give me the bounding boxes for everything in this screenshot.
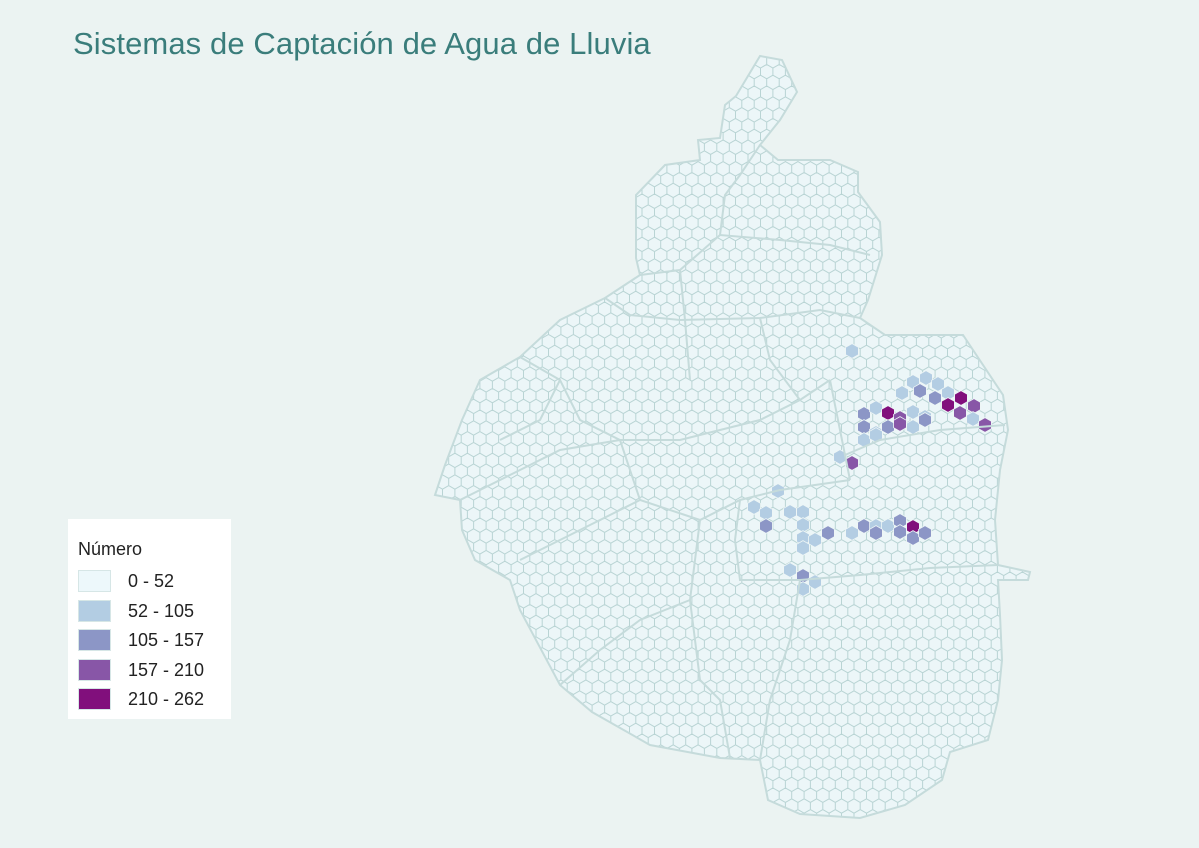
hex-cell	[918, 412, 932, 428]
legend-label: 52 - 105	[128, 601, 195, 621]
hex-cell	[881, 405, 895, 421]
hex-cell	[808, 532, 822, 548]
legend-swatch	[78, 659, 111, 681]
hexagon-values	[747, 343, 992, 597]
legend: Número 0 - 52 52 - 105 105 - 157 157 - 2…	[68, 519, 231, 719]
hex-cell	[796, 504, 810, 520]
hex-cell	[783, 504, 797, 520]
hex-cell	[857, 518, 871, 534]
legend-label: 157 - 210	[128, 660, 205, 680]
hex-cell	[845, 525, 859, 541]
legend-label: 0 - 52	[128, 571, 175, 591]
hex-cell	[941, 397, 955, 413]
hex-cell	[906, 404, 920, 420]
hex-cell	[953, 405, 967, 421]
hex-cell	[869, 400, 883, 416]
hex-cell	[821, 525, 835, 541]
legend-swatch	[78, 600, 111, 622]
hex-cell	[893, 416, 907, 432]
hex-cell	[845, 455, 859, 471]
hex-cell	[966, 411, 980, 427]
hex-cell	[906, 419, 920, 435]
hex-cell	[954, 390, 968, 406]
legend-swatch	[78, 688, 111, 710]
hex-cell	[845, 343, 859, 359]
legend-item: 0 - 52	[78, 570, 228, 594]
hex-cell	[747, 499, 761, 515]
legend-item: 52 - 105	[78, 600, 228, 624]
hex-cell	[881, 518, 895, 534]
hex-cell	[881, 419, 895, 435]
legend-label: 105 - 157	[128, 630, 205, 650]
hex-cell	[928, 390, 942, 406]
hex-cell	[919, 370, 933, 386]
hex-cell	[978, 417, 992, 433]
hex-cell	[967, 398, 981, 414]
map-title: Sistemas de Captación de Agua de Lluvia	[73, 26, 651, 61]
hex-cell	[913, 383, 927, 399]
legend-item: 210 - 262	[78, 688, 228, 712]
hex-cell	[808, 574, 822, 590]
hex-cell	[895, 385, 909, 401]
legend-swatch	[78, 570, 111, 592]
hex-cell	[796, 517, 810, 533]
hex-cell	[783, 562, 797, 578]
borough-boundaries	[433, 54, 1032, 820]
legend-title: Número	[78, 539, 143, 559]
legend-swatch	[78, 629, 111, 651]
hex-cell	[906, 530, 920, 546]
legend-label: 210 - 262	[128, 689, 205, 709]
hex-cell	[759, 505, 773, 521]
hex-cell	[759, 518, 773, 534]
legend-item: 105 - 157	[78, 629, 228, 653]
hex-cell	[869, 525, 883, 541]
hex-cell	[893, 524, 907, 540]
legend-item: 157 - 210	[78, 659, 228, 683]
hex-cell	[796, 540, 810, 556]
hex-cell	[857, 406, 871, 422]
hex-cell	[918, 525, 932, 541]
